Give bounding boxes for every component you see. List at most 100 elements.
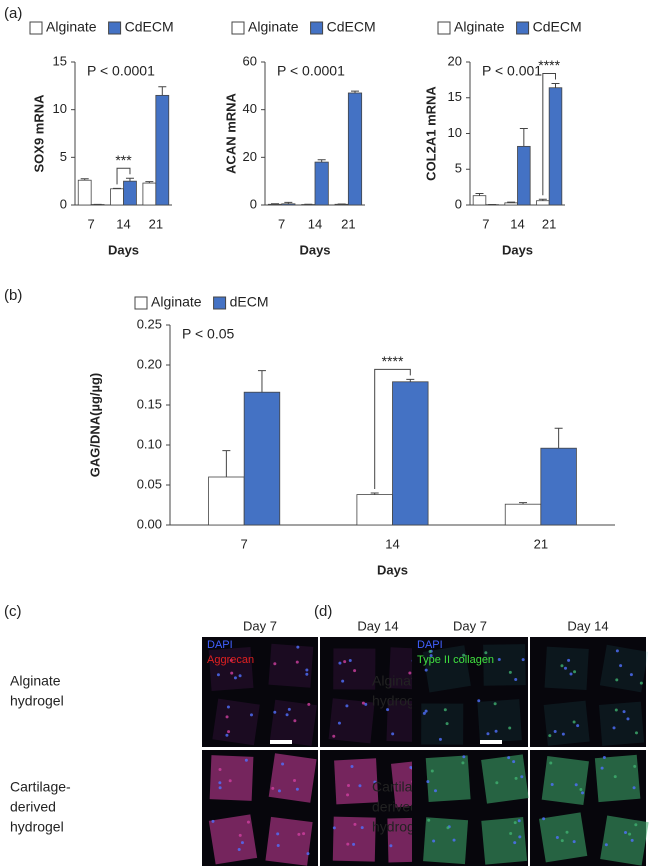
cell-dot <box>494 729 498 733</box>
cell-dot <box>508 726 512 730</box>
tissue-square <box>269 699 317 746</box>
tissue-square <box>422 645 471 693</box>
y-tick-label: 0.15 <box>137 396 162 411</box>
cell-dot <box>634 731 638 735</box>
cell-dot <box>567 658 571 662</box>
bar <box>548 87 563 206</box>
tissue-square <box>425 755 471 803</box>
cell-dot <box>572 720 576 724</box>
y-tick-label: 5 <box>60 149 67 164</box>
cell-dot <box>614 708 618 712</box>
legend-swatch <box>134 296 148 310</box>
bar <box>392 381 429 526</box>
cell-dot <box>409 765 413 769</box>
y-tick-label: 15 <box>448 89 462 104</box>
error-bar <box>317 159 326 163</box>
tissue-square <box>333 648 376 690</box>
cell-dot <box>560 839 564 843</box>
bar <box>123 180 137 206</box>
y-axis-label: GAG/DNA(µg/µg) <box>87 373 102 478</box>
cell-dot <box>211 819 215 823</box>
cell-dot <box>513 841 517 845</box>
x-tick-label: 21 <box>542 216 556 231</box>
cell-dot <box>446 826 450 830</box>
cell-dot <box>225 733 229 737</box>
cell-dot <box>574 783 578 787</box>
cell-dot <box>332 826 336 830</box>
error-bar <box>370 492 379 495</box>
column-label: Day 14 <box>567 618 608 633</box>
bar <box>243 391 281 526</box>
legend-swatch <box>29 21 43 35</box>
cell-dot <box>548 734 552 738</box>
x-tick-label: 14 <box>116 216 130 231</box>
error-bar <box>222 450 231 477</box>
cell-dot <box>391 732 395 736</box>
tissue-square <box>423 817 469 865</box>
cell-dot <box>619 664 623 668</box>
significance-bracket <box>374 368 411 489</box>
cell-dot <box>629 673 633 677</box>
cell-dot <box>229 658 233 662</box>
tissue-square <box>594 754 641 803</box>
tissue-square <box>268 643 314 688</box>
cell-dot <box>521 658 525 662</box>
scale-bar <box>270 740 292 744</box>
cell-dot <box>353 669 357 673</box>
cell-dot <box>462 755 466 759</box>
cell-dot <box>295 660 299 664</box>
error-bar <box>519 502 528 505</box>
tissue-square <box>208 647 254 692</box>
cell-dot <box>634 823 638 827</box>
cell-dot <box>428 649 432 653</box>
cell-dot <box>244 758 248 762</box>
cell-dot <box>497 657 501 661</box>
bar <box>504 202 518 206</box>
cell-dot <box>509 832 513 836</box>
cell-dot <box>513 821 517 825</box>
bar <box>208 476 245 526</box>
cell-dot <box>427 818 431 822</box>
tissue-square <box>265 816 313 866</box>
cell-dot <box>276 832 280 836</box>
bar <box>536 200 550 206</box>
cell-dot <box>287 707 291 711</box>
cell-dot <box>345 704 349 708</box>
x-tick-label: 21 <box>149 216 163 231</box>
cell-dot <box>624 831 628 835</box>
cell-dot <box>271 786 275 790</box>
cell-dot <box>615 649 619 653</box>
cell-dot <box>512 760 516 764</box>
cell-dot <box>293 719 297 723</box>
channel-label: Aggrecan <box>207 654 254 666</box>
cell-dot <box>237 848 241 852</box>
legend-label: Alginate <box>151 294 202 310</box>
panel-label: (a) <box>4 5 22 22</box>
cell-dot <box>507 756 511 760</box>
cell-dot <box>346 793 350 797</box>
cell-dot <box>438 737 442 741</box>
cell-dot <box>227 730 231 734</box>
cell-dot <box>563 666 567 670</box>
cell-dot <box>514 678 518 682</box>
row-label: Alginate <box>372 673 423 689</box>
cell-dot <box>615 678 619 682</box>
cell-dot <box>218 781 222 785</box>
cell-dot <box>341 679 345 683</box>
column-label: Day 7 <box>453 618 487 633</box>
cell-dot <box>306 852 310 856</box>
cell-dot <box>332 734 336 738</box>
cell-dot <box>517 819 521 823</box>
cell-dot <box>305 672 309 676</box>
cell-dot <box>358 784 362 788</box>
cell-dot <box>424 709 428 713</box>
cell-dot <box>230 671 234 675</box>
cell-dot <box>228 779 232 783</box>
x-tick-label: 7 <box>278 216 285 231</box>
x-tick-label: 21 <box>534 536 548 551</box>
cell-dot <box>276 843 280 847</box>
cell-dot <box>348 659 352 663</box>
x-axis-label: Days <box>299 242 330 257</box>
row-label: hydrogel <box>10 819 64 835</box>
cell-dot <box>305 668 309 672</box>
